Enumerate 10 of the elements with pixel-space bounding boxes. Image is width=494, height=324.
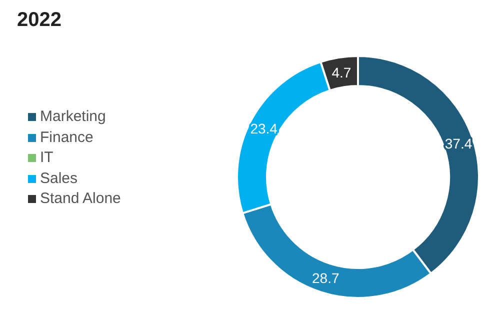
- legend-label: Sales: [40, 168, 78, 188]
- legend-label: Stand Alone: [40, 189, 121, 209]
- data-label: 28.7: [312, 270, 340, 286]
- legend-label: Marketing: [40, 107, 106, 127]
- data-label: 4.7: [332, 64, 352, 80]
- chart-title: 2022: [17, 9, 62, 32]
- legend-label: Finance: [40, 128, 94, 148]
- data-label: 23.4: [250, 120, 278, 136]
- data-label: 37.4: [444, 135, 472, 152]
- legend-label: IT: [40, 148, 54, 168]
